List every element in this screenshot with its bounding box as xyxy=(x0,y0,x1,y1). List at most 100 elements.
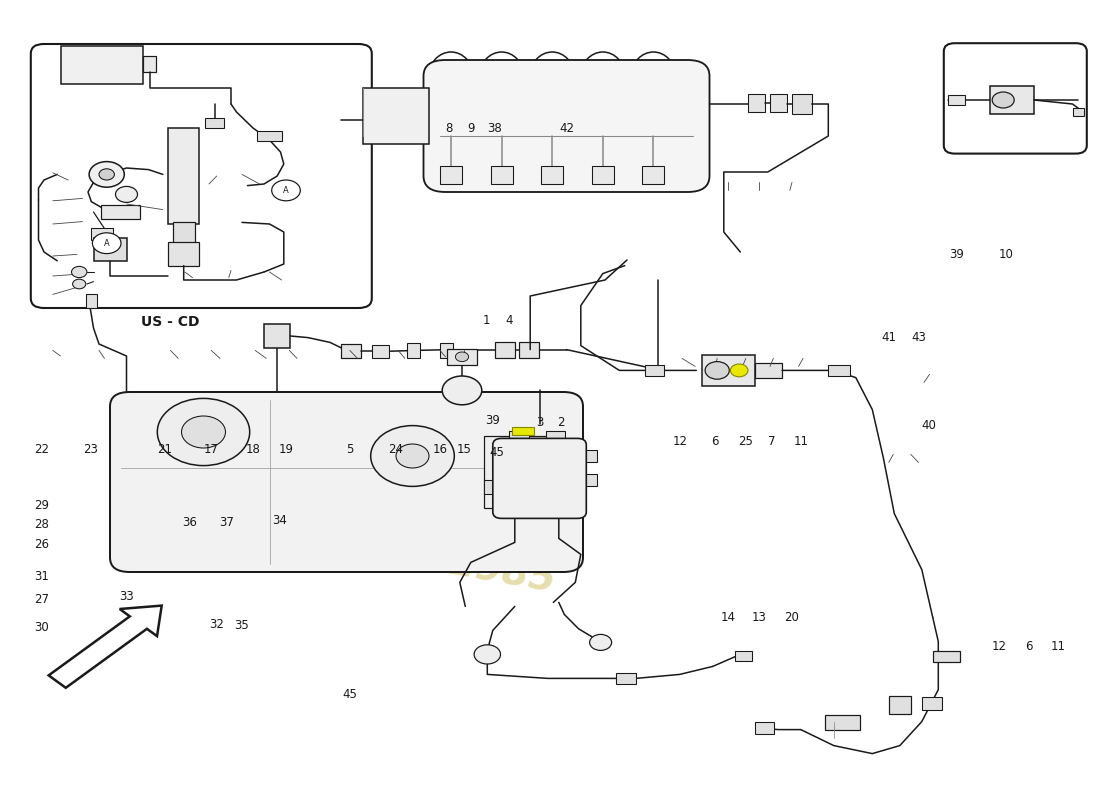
Bar xyxy=(257,131,282,141)
Bar xyxy=(582,450,597,462)
Text: 36: 36 xyxy=(182,516,197,529)
Text: 11: 11 xyxy=(1050,640,1066,653)
Bar xyxy=(372,345,389,358)
Circle shape xyxy=(72,266,87,278)
Text: 27: 27 xyxy=(34,593,50,606)
Text: 17: 17 xyxy=(204,443,219,456)
Bar xyxy=(168,242,199,266)
Circle shape xyxy=(396,444,429,468)
Text: 32: 32 xyxy=(209,618,224,630)
Text: 15: 15 xyxy=(456,443,472,456)
Text: US - CD: US - CD xyxy=(141,314,200,329)
Bar xyxy=(792,94,812,114)
Circle shape xyxy=(92,233,121,254)
Text: 23: 23 xyxy=(82,443,98,456)
Bar xyxy=(512,427,534,435)
Text: 25: 25 xyxy=(738,435,754,448)
Text: 6: 6 xyxy=(712,435,718,448)
Text: 26: 26 xyxy=(34,538,50,550)
Text: 8: 8 xyxy=(446,122,452,134)
Circle shape xyxy=(99,169,114,180)
Text: 33: 33 xyxy=(119,590,134,602)
Circle shape xyxy=(474,645,500,664)
Text: 12: 12 xyxy=(672,435,688,448)
FancyArrow shape xyxy=(48,606,162,688)
Text: a passion: a passion xyxy=(297,438,539,522)
Circle shape xyxy=(182,416,225,448)
Text: 30: 30 xyxy=(34,621,50,634)
Text: A: A xyxy=(103,238,110,248)
Bar xyxy=(922,697,942,710)
Text: 29: 29 xyxy=(34,499,50,512)
Bar xyxy=(541,166,563,184)
Circle shape xyxy=(116,186,138,202)
Bar xyxy=(825,715,860,730)
Text: 9: 9 xyxy=(468,122,474,134)
Text: A: A xyxy=(283,186,289,195)
Circle shape xyxy=(590,634,612,650)
Text: 28: 28 xyxy=(34,518,50,530)
Circle shape xyxy=(73,279,86,289)
Text: 24: 24 xyxy=(388,443,404,456)
Bar xyxy=(168,128,199,224)
Text: 39: 39 xyxy=(949,248,965,261)
Bar xyxy=(582,474,597,486)
Circle shape xyxy=(455,352,469,362)
Text: 3: 3 xyxy=(537,416,543,429)
Text: 6: 6 xyxy=(1025,640,1032,653)
FancyBboxPatch shape xyxy=(493,438,586,518)
Text: 22: 22 xyxy=(34,443,50,456)
Bar xyxy=(341,344,361,358)
Bar xyxy=(407,343,420,358)
Text: 2: 2 xyxy=(558,416,564,429)
Bar xyxy=(770,94,786,112)
Text: 38: 38 xyxy=(487,122,503,134)
Bar xyxy=(173,222,195,244)
Bar xyxy=(990,86,1034,114)
Circle shape xyxy=(89,162,124,187)
Bar xyxy=(447,349,477,365)
Circle shape xyxy=(730,364,748,377)
Bar xyxy=(143,56,156,72)
Bar xyxy=(948,95,965,105)
Text: 13: 13 xyxy=(751,611,767,624)
Bar xyxy=(645,365,664,376)
Bar xyxy=(755,722,774,734)
Bar xyxy=(748,94,764,112)
FancyBboxPatch shape xyxy=(110,392,583,572)
Text: 11: 11 xyxy=(793,435,808,448)
Bar xyxy=(735,651,752,661)
Bar xyxy=(205,118,224,128)
Text: 40: 40 xyxy=(921,419,936,432)
Text: 14: 14 xyxy=(720,611,736,624)
Bar xyxy=(642,166,664,184)
Text: 39: 39 xyxy=(485,414,501,426)
FancyBboxPatch shape xyxy=(944,43,1087,154)
Text: 7: 7 xyxy=(769,435,776,448)
Text: 43: 43 xyxy=(911,331,926,344)
Bar xyxy=(484,436,550,508)
Bar xyxy=(101,205,140,219)
Bar xyxy=(755,363,782,378)
Circle shape xyxy=(992,92,1014,108)
Bar xyxy=(702,355,755,386)
Bar xyxy=(592,166,614,184)
Text: 20: 20 xyxy=(784,611,800,624)
Bar xyxy=(933,651,960,662)
Text: 5: 5 xyxy=(346,443,353,456)
Bar xyxy=(363,88,429,144)
Bar xyxy=(509,431,529,442)
Text: 37: 37 xyxy=(219,516,234,529)
Text: 1: 1 xyxy=(483,314,490,326)
FancyBboxPatch shape xyxy=(424,60,710,192)
Text: 16: 16 xyxy=(432,443,448,456)
Bar xyxy=(86,294,97,308)
Circle shape xyxy=(442,376,482,405)
Text: 34: 34 xyxy=(272,514,287,526)
Text: 31: 31 xyxy=(34,570,50,582)
Bar xyxy=(60,46,143,84)
Circle shape xyxy=(272,180,300,201)
Text: 12: 12 xyxy=(991,640,1006,653)
Bar xyxy=(1072,108,1084,116)
Bar xyxy=(828,365,850,376)
